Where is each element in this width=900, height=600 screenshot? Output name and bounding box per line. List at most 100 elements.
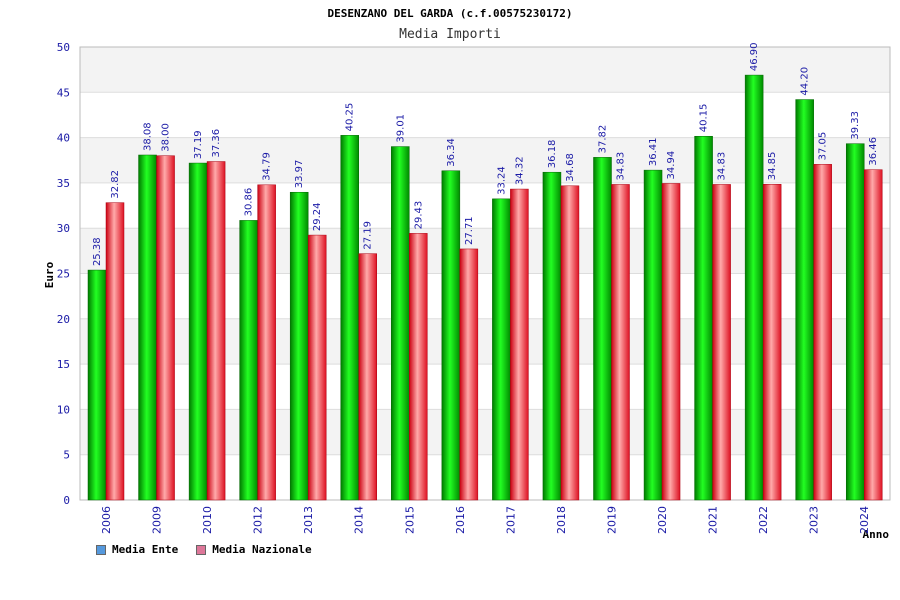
bar — [206, 161, 226, 501]
bar — [510, 188, 529, 501]
y-tick-label: 25 — [57, 268, 70, 281]
data-label: 44.20 — [800, 67, 811, 96]
bar — [845, 143, 865, 501]
chart-subtitle: Media Importi — [399, 27, 501, 42]
data-label: 34.83 — [717, 152, 728, 181]
x-tick-label: 2020 — [656, 506, 669, 534]
x-tick-label: 2017 — [504, 506, 517, 534]
chart-title: DESENZANO DEL GARDA (c.f.00575230172) — [327, 7, 572, 20]
bar — [542, 171, 562, 501]
x-tick-label: 2006 — [100, 506, 113, 534]
y-tick-label: 40 — [57, 132, 70, 145]
data-label: 34.79 — [262, 152, 273, 181]
bar — [409, 233, 428, 501]
x-tick-label: 2021 — [707, 506, 720, 534]
bar — [239, 220, 258, 501]
data-label: 33.24 — [496, 166, 507, 195]
x-tick-label: 2014 — [353, 506, 366, 534]
y-tick-label: 50 — [57, 41, 70, 54]
y-tick-label: 20 — [57, 313, 70, 326]
bar — [863, 169, 883, 501]
bar — [661, 183, 681, 501]
bar — [87, 269, 107, 501]
x-tick-label: 2016 — [454, 506, 467, 534]
bar — [459, 248, 479, 501]
data-label: 37.05 — [818, 132, 829, 161]
data-label: 34.85 — [767, 152, 778, 181]
y-tick-label: 5 — [63, 449, 70, 462]
bar — [611, 184, 630, 501]
data-label: 29.24 — [312, 202, 323, 231]
legend: Media Ente Media Nazionale — [96, 543, 312, 556]
data-label: 33.97 — [294, 160, 305, 189]
y-tick-label: 45 — [57, 86, 70, 99]
bar — [138, 154, 157, 501]
data-label: 34.68 — [565, 153, 576, 182]
x-tick-label: 2022 — [757, 506, 770, 534]
data-label: 34.32 — [514, 156, 525, 185]
bar — [744, 74, 764, 501]
x-tick-label: 2012 — [252, 506, 265, 534]
x-axis-label: Anno — [863, 528, 890, 541]
plot-area: 0 5 10 15 20 25 30 35 40 45 50 25.38 32.82 2006 38.08 3… — [57, 41, 891, 534]
y-tick-label: 30 — [57, 222, 70, 235]
data-label: 40.15 — [699, 104, 710, 133]
bar — [307, 234, 327, 501]
data-label: 40.25 — [345, 103, 356, 132]
data-label: 37.19 — [193, 130, 204, 159]
bar — [643, 169, 663, 501]
bar — [391, 146, 410, 501]
bar — [105, 202, 125, 501]
legend-item-media-ente: Media Ente — [96, 543, 178, 556]
y-tick-label: 15 — [57, 358, 70, 371]
bar — [358, 253, 377, 501]
grid-band — [80, 47, 890, 93]
data-label: 37.36 — [211, 129, 222, 158]
x-tick-label: 2015 — [403, 506, 416, 534]
data-label: 27.71 — [464, 216, 475, 245]
bar — [762, 184, 782, 501]
bar — [257, 184, 276, 501]
bar — [289, 191, 309, 501]
data-label: 25.38 — [92, 237, 103, 266]
data-label: 30.86 — [244, 188, 255, 217]
bar — [560, 185, 580, 501]
legend-label: Media Ente — [112, 543, 179, 556]
x-tick-label: 2018 — [555, 506, 568, 534]
bar — [492, 198, 511, 501]
x-tick-label: 2013 — [302, 506, 315, 534]
bar — [712, 184, 731, 501]
data-label: 29.43 — [413, 201, 424, 230]
bar — [188, 162, 208, 501]
data-label: 36.18 — [547, 140, 558, 169]
data-label: 39.33 — [850, 111, 861, 140]
legend-item-media-nazionale: Media Nazionale — [196, 543, 312, 556]
data-label: 38.00 — [161, 123, 172, 152]
x-tick-label: 2023 — [808, 506, 821, 534]
y-axis-label: Euro — [43, 261, 56, 288]
x-tick-label: 2019 — [605, 506, 618, 534]
x-tick-label: 2010 — [201, 506, 214, 534]
y-tick-label: 0 — [63, 494, 70, 507]
data-label: 36.34 — [446, 138, 457, 167]
data-label: 36.46 — [868, 137, 879, 166]
legend-label: Media Nazionale — [212, 543, 312, 556]
y-tick-label: 10 — [57, 403, 70, 416]
legend-swatch-media-nazionale — [196, 544, 207, 555]
x-tick-label: 2024 — [858, 506, 871, 534]
data-label: 36.41 — [648, 137, 659, 166]
bar — [340, 135, 359, 501]
data-label: 27.19 — [363, 221, 374, 250]
data-label: 34.83 — [615, 152, 626, 181]
plot-border — [79, 46, 891, 501]
bar — [694, 135, 713, 501]
data-label: 46.90 — [749, 42, 760, 71]
data-label: 39.01 — [395, 114, 406, 143]
x-tick-label: 2009 — [151, 506, 164, 534]
legend-swatch-media-ente — [96, 544, 106, 555]
bar — [156, 155, 175, 501]
data-label: 38.08 — [143, 122, 154, 151]
data-label: 34.94 — [666, 151, 677, 180]
data-label: 32.82 — [110, 170, 121, 199]
